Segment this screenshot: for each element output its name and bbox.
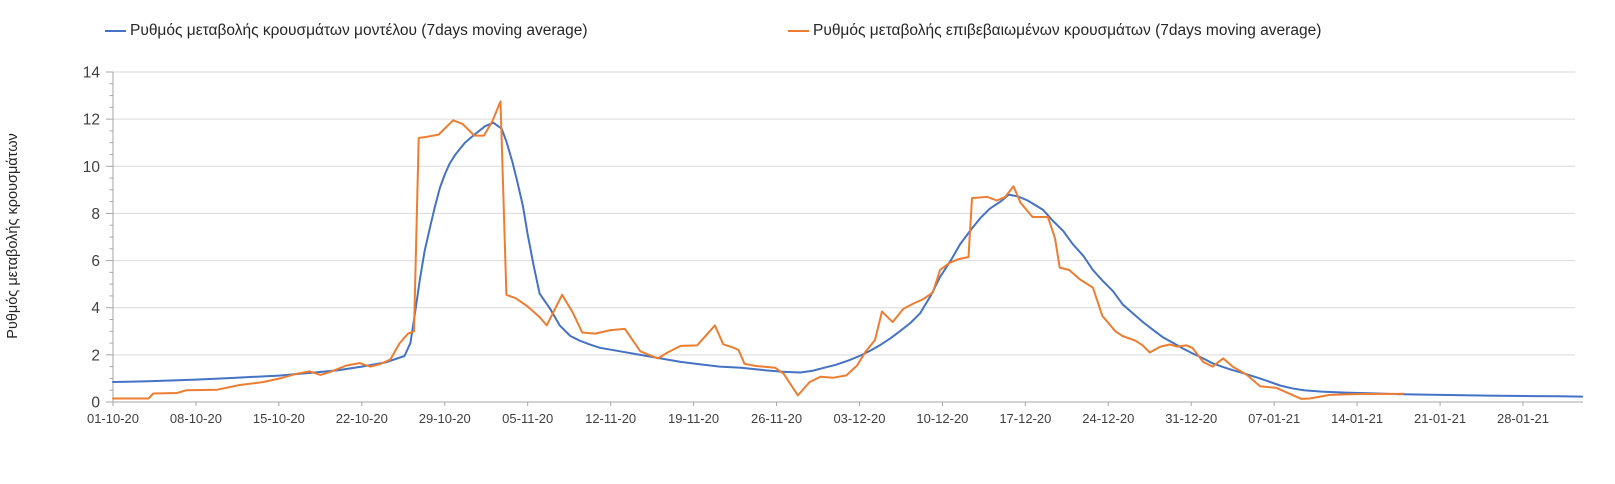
x-tick-label: 07-01-21 <box>1248 411 1300 426</box>
series-line-confirmed <box>112 100 1405 400</box>
legend-item-confirmed: Ρυθμός μεταβολής επιβεβαιωμένων κρουσμάτ… <box>788 22 1321 40</box>
legend-label-model: Ρυθμός μεταβολής κρουσμάτων μοντέλου (7d… <box>130 22 588 39</box>
legend-line-swatch-confirmed <box>788 30 809 32</box>
x-tick-label: 05-11-20 <box>502 411 553 426</box>
y-tick-label: 14 <box>83 65 101 82</box>
x-tick-label: 28-01-21 <box>1497 411 1549 426</box>
y-tick-label: 4 <box>91 300 100 317</box>
x-tick-label: 01-10-20 <box>87 411 139 426</box>
y-tick-label: 8 <box>91 206 100 223</box>
y-tick-label: 10 <box>83 159 101 176</box>
x-tick-label: 14-01-21 <box>1331 411 1383 426</box>
x-tick-label: 21-01-21 <box>1414 411 1466 426</box>
x-tick-label: 26-11-20 <box>751 411 802 426</box>
legend-line-swatch-model <box>105 30 126 32</box>
x-tick-label: 24-12-20 <box>1082 411 1134 426</box>
y-tick-label: 0 <box>91 395 100 412</box>
series-line-model <box>112 121 1584 398</box>
y-tick-label: 6 <box>91 253 100 270</box>
legend-label-confirmed: Ρυθμός μεταβολής επιβεβαιωμένων κρουσμάτ… <box>813 22 1322 39</box>
x-tick-label: 19-11-20 <box>668 411 719 426</box>
x-tick-label: 15-10-20 <box>253 411 305 426</box>
x-tick-label: 22-10-20 <box>336 411 388 426</box>
x-tick-label: 12-11-20 <box>585 411 636 426</box>
x-tick-label: 03-12-20 <box>833 411 885 426</box>
chart-legend: Ρυθμός μεταβολής κρουσμάτων μοντέλου (7d… <box>0 0 1615 50</box>
y-tick-label: 2 <box>91 347 100 364</box>
x-tick-label: 29-10-20 <box>419 411 471 426</box>
x-tick-label: 10-12-20 <box>916 411 968 426</box>
legend-item-model: Ρυθμός μεταβολής κρουσμάτων μοντέλου (7d… <box>105 22 588 40</box>
x-tick-label: 17-12-20 <box>999 411 1051 426</box>
x-tick-label: 08-10-20 <box>170 411 222 426</box>
x-tick-label: 31-12-20 <box>1165 411 1217 426</box>
y-tick-label: 12 <box>83 112 100 129</box>
